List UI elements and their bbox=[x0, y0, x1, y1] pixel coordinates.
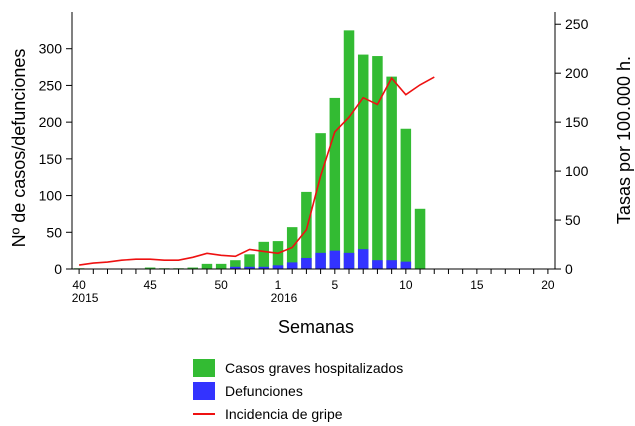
death-bar bbox=[372, 260, 383, 269]
legend-swatch-deaths bbox=[193, 381, 215, 400]
left-tick-label: 250 bbox=[39, 77, 63, 93]
y-axis-label-left: Nº de casos/defunciones bbox=[9, 49, 29, 248]
case-bar bbox=[258, 241, 270, 269]
right-tick-label: 100 bbox=[565, 163, 589, 179]
left-tick-label: 300 bbox=[39, 41, 63, 57]
x-year-label: 2016 bbox=[271, 291, 298, 305]
case-bar bbox=[343, 30, 355, 269]
right-tick-label: 150 bbox=[565, 114, 589, 130]
death-bar bbox=[400, 261, 412, 269]
case-bar bbox=[187, 267, 199, 269]
y-axis-label-right: Tasas por 100.000 h. bbox=[614, 56, 634, 224]
x-tick-label: 40 bbox=[72, 278, 86, 292]
left-tick-label: 50 bbox=[46, 224, 62, 240]
x-tick-label: 5 bbox=[331, 278, 338, 292]
death-bar bbox=[343, 252, 355, 269]
case-bar bbox=[414, 208, 426, 269]
legend-swatch-cases bbox=[193, 358, 215, 377]
x-axis-label: Semanas bbox=[278, 317, 354, 337]
right-tick-label: 50 bbox=[565, 212, 581, 228]
case-bar bbox=[372, 56, 383, 269]
x-tick-label: 1 bbox=[275, 278, 282, 292]
legend-label-deaths: Defunciones bbox=[225, 382, 303, 399]
cases-bars bbox=[73, 30, 426, 270]
legend-swatch-incidence bbox=[193, 412, 215, 415]
legend: Casos graves hospitalizados Defunciones … bbox=[193, 356, 403, 425]
x-tick-label: 50 bbox=[214, 278, 228, 292]
right-tick-label: 200 bbox=[565, 65, 589, 81]
right-tick-label: 250 bbox=[565, 16, 589, 32]
death-bar bbox=[301, 257, 312, 269]
death-bar bbox=[315, 252, 326, 269]
legend-item-cases: Casos graves hospitalizados bbox=[193, 356, 403, 379]
x-tick-label: 15 bbox=[470, 278, 484, 292]
death-bar bbox=[230, 266, 241, 269]
case-bar bbox=[386, 76, 397, 269]
legend-item-deaths: Defunciones bbox=[193, 379, 403, 402]
death-bar bbox=[286, 262, 298, 269]
case-bar bbox=[201, 263, 213, 269]
axes bbox=[71, 12, 556, 270]
left-axis-ticks: 0 50 100 150 200 250 300 bbox=[39, 41, 72, 277]
death-bar bbox=[258, 266, 270, 269]
case-bar bbox=[357, 54, 369, 270]
left-tick-label: 200 bbox=[39, 114, 63, 130]
legend-label-incidence: Incidencia de gripe bbox=[225, 405, 343, 422]
left-tick-label: 100 bbox=[39, 188, 63, 204]
right-tick-label: 0 bbox=[565, 261, 573, 277]
legend-item-incidence: Incidencia de gripe bbox=[193, 402, 403, 425]
x-tick-label: 45 bbox=[143, 278, 157, 292]
death-bar bbox=[357, 249, 369, 269]
death-bar bbox=[244, 266, 255, 269]
x-tick-label: 10 bbox=[399, 278, 413, 292]
right-axis-ticks: 0 50 100 150 200 250 bbox=[555, 16, 589, 277]
deaths-bars bbox=[230, 249, 412, 269]
left-tick-label: 0 bbox=[54, 261, 62, 277]
incidence-line bbox=[78, 76, 435, 266]
case-bar bbox=[315, 133, 326, 269]
case-bar bbox=[144, 267, 156, 269]
case-bar bbox=[230, 260, 241, 269]
x-year-label: 2015 bbox=[72, 291, 99, 305]
left-tick-label: 150 bbox=[39, 151, 63, 167]
case-bar bbox=[400, 128, 412, 269]
case-bar bbox=[215, 263, 227, 269]
death-bar bbox=[329, 250, 341, 269]
death-bar bbox=[272, 265, 284, 269]
case-bar bbox=[329, 97, 341, 269]
x-tick-label: 20 bbox=[541, 278, 555, 292]
case-bar bbox=[272, 241, 284, 269]
legend-label-cases: Casos graves hospitalizados bbox=[225, 359, 404, 376]
case-bar bbox=[244, 254, 255, 269]
death-bar bbox=[386, 260, 397, 269]
